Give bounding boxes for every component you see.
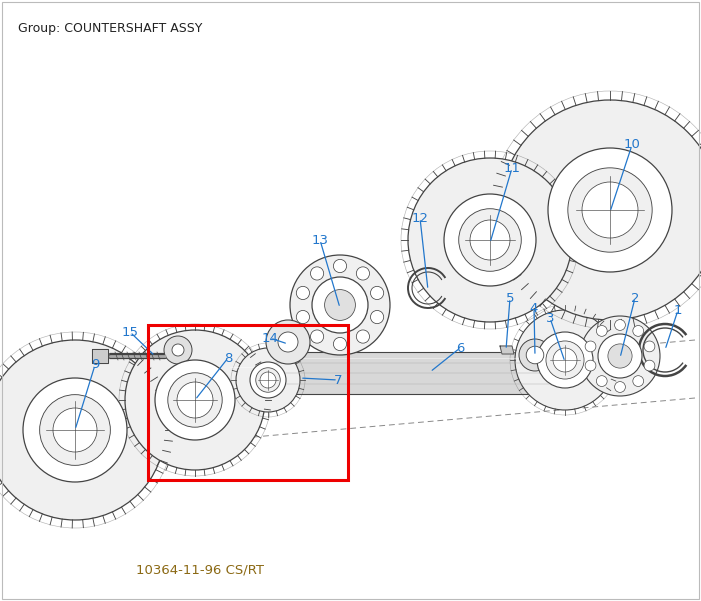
Circle shape xyxy=(553,348,577,372)
Circle shape xyxy=(297,311,310,324)
Circle shape xyxy=(615,382,625,392)
Circle shape xyxy=(408,158,572,322)
Circle shape xyxy=(40,395,110,465)
Circle shape xyxy=(164,336,192,364)
Text: 7: 7 xyxy=(334,373,342,386)
Circle shape xyxy=(312,277,368,333)
Circle shape xyxy=(548,148,672,272)
Circle shape xyxy=(266,320,310,364)
Circle shape xyxy=(585,360,596,371)
Circle shape xyxy=(582,182,638,238)
Circle shape xyxy=(278,332,298,352)
Circle shape xyxy=(356,267,369,280)
Text: 13: 13 xyxy=(311,234,329,246)
Circle shape xyxy=(325,290,355,320)
Circle shape xyxy=(515,310,615,410)
Circle shape xyxy=(597,326,607,337)
Circle shape xyxy=(334,260,346,273)
Circle shape xyxy=(125,330,265,470)
Circle shape xyxy=(644,360,655,371)
Circle shape xyxy=(546,341,584,379)
Circle shape xyxy=(585,341,596,352)
Text: 9: 9 xyxy=(91,359,99,371)
Circle shape xyxy=(53,408,97,452)
Circle shape xyxy=(444,194,536,286)
Circle shape xyxy=(644,341,655,352)
Circle shape xyxy=(608,344,632,368)
Text: 3: 3 xyxy=(546,311,554,325)
Text: 14: 14 xyxy=(261,332,278,344)
Text: 5: 5 xyxy=(505,291,515,305)
Circle shape xyxy=(311,330,324,343)
Circle shape xyxy=(256,368,280,392)
Circle shape xyxy=(580,316,660,396)
Circle shape xyxy=(519,339,551,371)
Circle shape xyxy=(500,100,701,320)
Text: 4: 4 xyxy=(530,302,538,314)
Circle shape xyxy=(260,372,276,388)
Bar xyxy=(230,364,275,386)
Circle shape xyxy=(633,326,644,337)
Text: 2: 2 xyxy=(631,291,639,305)
Circle shape xyxy=(172,344,184,356)
Circle shape xyxy=(633,376,644,386)
Circle shape xyxy=(597,376,607,386)
Circle shape xyxy=(356,330,369,343)
Circle shape xyxy=(470,220,510,260)
Text: 15: 15 xyxy=(121,326,139,338)
Bar xyxy=(148,325,348,480)
Circle shape xyxy=(568,168,652,252)
Circle shape xyxy=(177,382,213,418)
Text: 10: 10 xyxy=(624,138,641,151)
Circle shape xyxy=(250,362,286,398)
Text: 12: 12 xyxy=(411,212,428,225)
Circle shape xyxy=(458,209,522,271)
Text: 8: 8 xyxy=(224,352,232,364)
Circle shape xyxy=(371,286,383,299)
Circle shape xyxy=(311,267,324,280)
Polygon shape xyxy=(500,346,514,354)
Text: 10364-11-96 CS/RT: 10364-11-96 CS/RT xyxy=(136,564,264,576)
Circle shape xyxy=(598,334,642,378)
Circle shape xyxy=(23,378,127,482)
Circle shape xyxy=(168,373,222,427)
Text: Group: COUNTERSHAFT ASSY: Group: COUNTERSHAFT ASSY xyxy=(18,22,203,35)
Text: 1: 1 xyxy=(674,304,682,317)
Circle shape xyxy=(334,337,346,350)
Circle shape xyxy=(537,332,593,388)
Circle shape xyxy=(290,255,390,355)
Circle shape xyxy=(0,340,165,520)
Circle shape xyxy=(155,360,235,440)
Bar xyxy=(570,355,610,385)
Polygon shape xyxy=(92,349,108,363)
Text: 6: 6 xyxy=(456,341,464,355)
Circle shape xyxy=(615,320,625,331)
Circle shape xyxy=(297,286,310,299)
Bar xyxy=(270,352,570,394)
Text: 11: 11 xyxy=(503,162,521,174)
Circle shape xyxy=(371,311,383,324)
Circle shape xyxy=(236,348,300,412)
Circle shape xyxy=(526,346,544,364)
